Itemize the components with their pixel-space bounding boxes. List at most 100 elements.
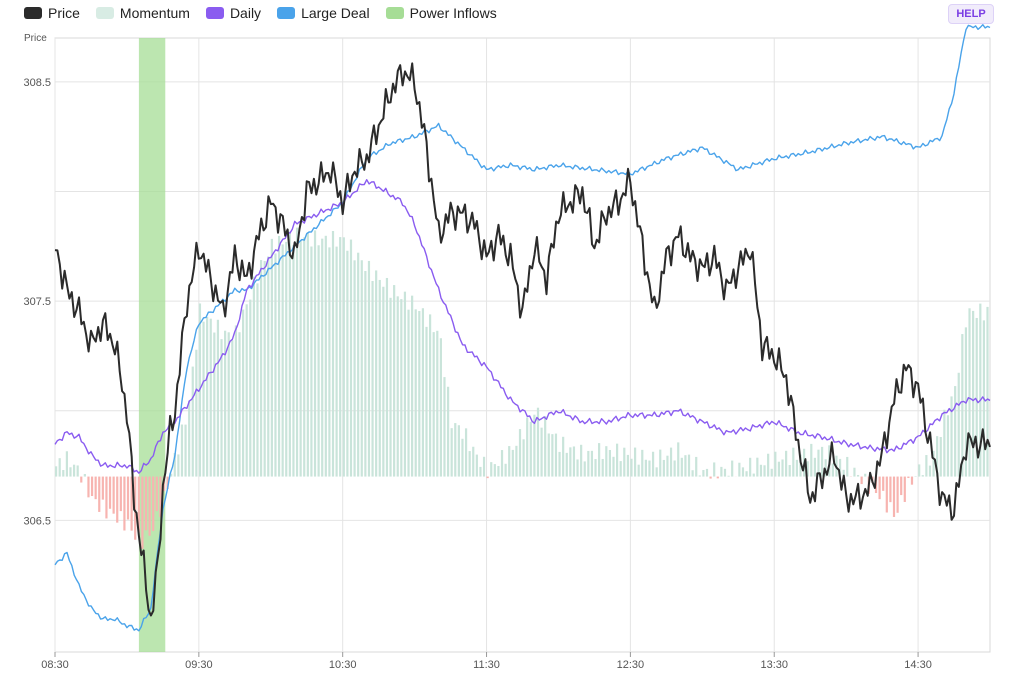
momentum-bar [486,476,489,479]
momentum-bar [770,468,773,477]
legend-label-daily: Daily [229,5,262,21]
momentum-bar [191,366,194,477]
momentum-bar [464,428,468,477]
momentum-bar [529,421,532,477]
momentum-bar [723,468,727,477]
momentum-bar [112,476,115,514]
momentum-bar [838,458,842,477]
momentum-bar [472,446,475,477]
momentum-bar [716,476,719,479]
momentum-bar [957,372,960,477]
x-tick-label: 14:30 [904,659,932,671]
power-inflows-bands [138,38,166,652]
legend-item-price[interactable]: Price [24,5,80,21]
momentum-bar [173,453,176,477]
momentum-bar [479,466,482,477]
momentum-bar [303,237,306,477]
momentum-bar [972,310,975,477]
momentum-bar [482,456,486,477]
legend-label-momentum: Momentum [119,5,190,21]
momentum-bar [274,253,277,477]
momentum-bar [69,467,72,477]
series-line-large-deal [54,24,991,632]
y-axis-title: Price [24,33,47,44]
momentum-bar [626,454,629,477]
grid-lines [54,37,991,653]
momentum-bar [94,476,97,500]
momentum-bar [342,237,345,477]
momentum-bar [299,240,302,477]
series-line-price [54,62,991,617]
momentum-bar [188,400,191,477]
momentum-bar [738,462,741,477]
momentum-bar [540,427,543,477]
momentum-bar [396,296,399,477]
momentum-bar [292,245,295,477]
momentum-bar [500,450,504,477]
momentum-bar [152,476,155,532]
momentum-bar [55,466,58,477]
momentum-bar [795,459,799,477]
momentum-bar [357,252,360,477]
momentum-bar [62,470,65,477]
momentum-bar [713,462,716,477]
momentum-bar [727,475,730,477]
legend-item-momentum[interactable]: Momentum [95,5,190,21]
momentum-bar [856,474,860,477]
momentum-bar [130,476,133,531]
legend-swatch-power-inflows [385,7,404,19]
momentum-bar [759,464,763,477]
momentum-bar [820,446,824,477]
momentum-bar [846,456,849,477]
momentum-bar [159,476,162,518]
momentum-bar [267,256,270,477]
momentum-bar [101,476,104,500]
momentum-bar [375,270,378,477]
momentum-bar [558,451,561,477]
legend-swatch-momentum [95,7,114,19]
momentum-bar [943,409,946,477]
momentum-bar [421,308,425,477]
momentum-bar [709,476,712,479]
momentum-bar [58,458,61,477]
momentum-bar [587,450,590,477]
momentum-bar [137,476,140,533]
momentum-bar [792,447,795,477]
momentum-bar [436,330,439,477]
legend-item-power-inflows[interactable]: Power Inflows [385,5,497,21]
momentum-bar [651,451,655,477]
momentum-bar [155,476,158,512]
legend-item-large-deal[interactable]: Large Deal [277,5,370,21]
momentum-bar [752,473,755,477]
momentum-bar [72,464,76,477]
axis-labels: 08:30 09:30 10:30 11:30 12:30 13:30 14:30 306.5… [23,77,931,671]
momentum-bar [590,450,594,477]
momentum-bar [605,446,608,477]
momentum-bar [741,467,745,477]
momentum-bar [669,447,673,477]
momentum-bar [364,270,367,477]
momentum-bar [90,476,94,497]
momentum-bar [252,276,255,477]
momentum-bar [277,235,281,477]
x-tick-label: 09:30 [185,659,213,671]
momentum-bar [745,471,748,477]
momentum-bar [630,458,633,477]
momentum-bar [80,476,83,483]
momentum-bar [216,319,220,477]
momentum-bar [378,279,381,477]
momentum-bar [180,424,184,477]
momentum-bar [785,450,788,477]
momentum-bar [407,309,410,477]
momentum-bar [76,465,79,477]
momentum-bar [547,433,550,477]
momentum-bar [831,463,834,477]
legend-item-daily[interactable]: Daily [205,5,262,21]
momentum-bar [598,443,601,477]
momentum-histogram [55,227,989,549]
momentum-bar [932,450,935,477]
momentum-bar [263,260,266,477]
help-button[interactable]: HELP [948,4,994,24]
x-tick-label: 11:30 [473,659,500,671]
series-line-daily [54,178,991,474]
